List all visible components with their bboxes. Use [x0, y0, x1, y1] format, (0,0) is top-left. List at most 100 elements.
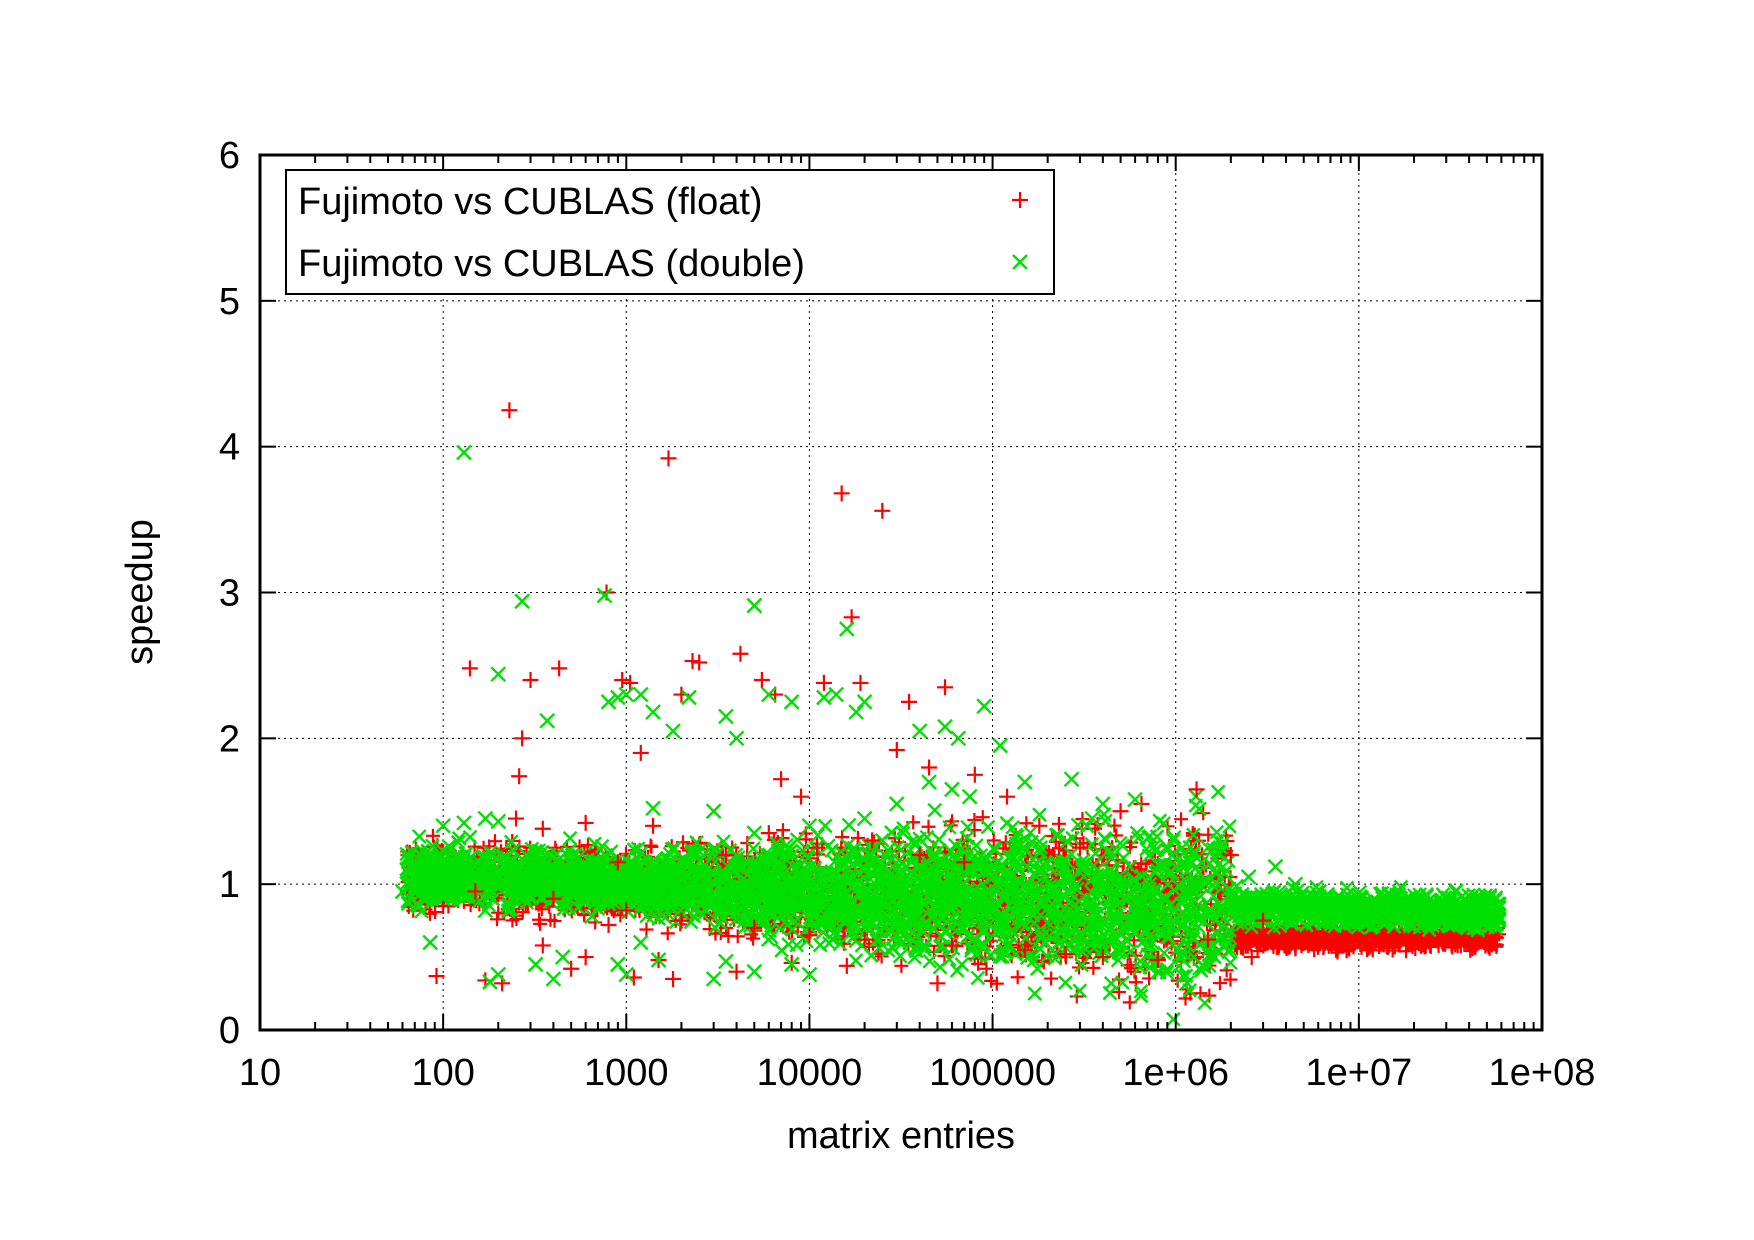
float-cloud-point: [1398, 933, 1413, 948]
double-cloud-point: [1244, 919, 1259, 935]
float-cloud-point: [1264, 931, 1279, 946]
float-cloud-point: [1361, 941, 1376, 956]
double-cloud-point: [737, 919, 753, 935]
double-cloud-point: [1019, 858, 1035, 874]
double-cloud-point: [411, 829, 427, 844]
double-cloud-point: [711, 844, 727, 860]
double-cloud-point: [957, 844, 972, 859]
double-cloud-point: [980, 819, 996, 835]
double-cloud-point: [1112, 877, 1128, 893]
double-cloud-point: [1156, 816, 1171, 831]
float-cloud-point: [1342, 942, 1357, 957]
float-cloud-point: [1408, 941, 1423, 956]
double-cloud-point: [846, 929, 861, 945]
double-cloud-point: [1161, 929, 1177, 945]
float-cloud-point: [660, 926, 675, 941]
double-cloud-point: [1193, 888, 1209, 904]
double-cloud-point: [1070, 817, 1086, 833]
float-cloud-point: [1251, 929, 1266, 944]
float-cloud-point: [979, 961, 994, 976]
double-cloud-point: [590, 901, 606, 916]
double-cloud-point: [1047, 946, 1063, 961]
float-cloud-point: [1122, 995, 1137, 1010]
double-cloud-point: [1050, 827, 1066, 843]
double-cloud-point: [738, 908, 754, 924]
double-cloud-point: [1133, 988, 1149, 1004]
double-cloud-point: [562, 830, 578, 846]
double-cloud-point: [1126, 871, 1142, 887]
double-cloud-point: [1115, 975, 1130, 990]
float-cloud-point: [1422, 933, 1437, 948]
double-cloud-point: [1133, 984, 1149, 999]
double-cloud-point: [1166, 1011, 1181, 1027]
float-cloud-point: [425, 828, 440, 843]
double-cloud-point: [1027, 986, 1043, 1001]
float-cloud-point: [1086, 960, 1101, 975]
double-cloud-point: [955, 876, 971, 892]
float-cloud-point: [894, 958, 909, 973]
float-cloud-point: [1174, 812, 1189, 827]
double-cloud-point: [927, 802, 943, 818]
double-cloud-point: [1185, 827, 1201, 843]
double-cloud-point: [1088, 846, 1103, 861]
double-cloud-point: [1215, 835, 1231, 851]
double-cloud-point: [976, 925, 991, 940]
float-cloud-point: [989, 976, 1004, 991]
double-cloud-point: [742, 906, 758, 921]
double-cloud-point: [1122, 859, 1138, 875]
float-cloud-point: [1484, 938, 1499, 953]
double-cloud-point: [621, 904, 636, 920]
double-cloud-point: [1116, 850, 1131, 866]
double-cloud-point: [1100, 844, 1116, 859]
double-cloud-point: [1130, 830, 1146, 846]
double-cloud-point: [989, 855, 1005, 871]
double-cloud-point: [1221, 853, 1236, 869]
double-cloud-point: [780, 917, 795, 933]
double-cloud-point: [1178, 968, 1194, 984]
double-cloud-point: [1166, 829, 1182, 845]
float-cloud-point: [986, 833, 1001, 848]
double-cloud-point: [462, 829, 478, 845]
float-cloud-point: [577, 908, 592, 923]
double-cloud-point: [1155, 912, 1171, 928]
double-cloud-point: [1054, 857, 1069, 872]
double-cloud-point: [1158, 904, 1174, 920]
double-cloud-point: [923, 871, 939, 886]
double-cloud-point: [1162, 864, 1177, 880]
double-cloud-point: [992, 949, 1008, 965]
double-cloud-point: [863, 948, 879, 964]
float-cloud-point: [587, 844, 602, 859]
double-cloud-point: [1205, 877, 1221, 893]
float-cloud-point: [1465, 942, 1480, 957]
float-cloud-point: [490, 912, 505, 927]
double-cloud-point: [570, 900, 586, 915]
float-cloud-point: [543, 912, 558, 927]
double-cloud-point: [1110, 952, 1126, 968]
double-cloud-point: [528, 843, 543, 859]
double-cloud-point: [941, 951, 957, 967]
double-cloud-point: [1065, 830, 1080, 846]
float-cloud-point: [1212, 976, 1227, 991]
float-cloud-point: [428, 905, 443, 920]
float-cloud-point: [1416, 934, 1431, 949]
double-cloud-point: [630, 841, 646, 856]
double-cloud-point: [922, 953, 938, 969]
double-cloud-point: [1129, 825, 1145, 841]
float-cloud-point: [1457, 930, 1472, 945]
double-cloud-point: [594, 838, 610, 854]
double-cloud-point: [1072, 983, 1088, 999]
double-cloud-point: [1068, 919, 1083, 935]
float-cloud-point: [1331, 941, 1345, 956]
float-cloud-point: [835, 830, 850, 845]
double-cloud-point: [1159, 842, 1175, 858]
double-cloud-point: [949, 916, 965, 932]
double-cloud-point: [1098, 813, 1113, 829]
float-cloud-point: [746, 931, 761, 946]
double-cloud-point: [1106, 894, 1121, 910]
float-cloud-point: [775, 823, 790, 838]
double-cloud-point: [450, 834, 466, 850]
double-cloud-point: [1029, 961, 1045, 976]
double-cloud-point: [1210, 784, 1226, 800]
float-cloud-point: [1468, 940, 1483, 955]
double-cloud-point: [1197, 995, 1213, 1011]
